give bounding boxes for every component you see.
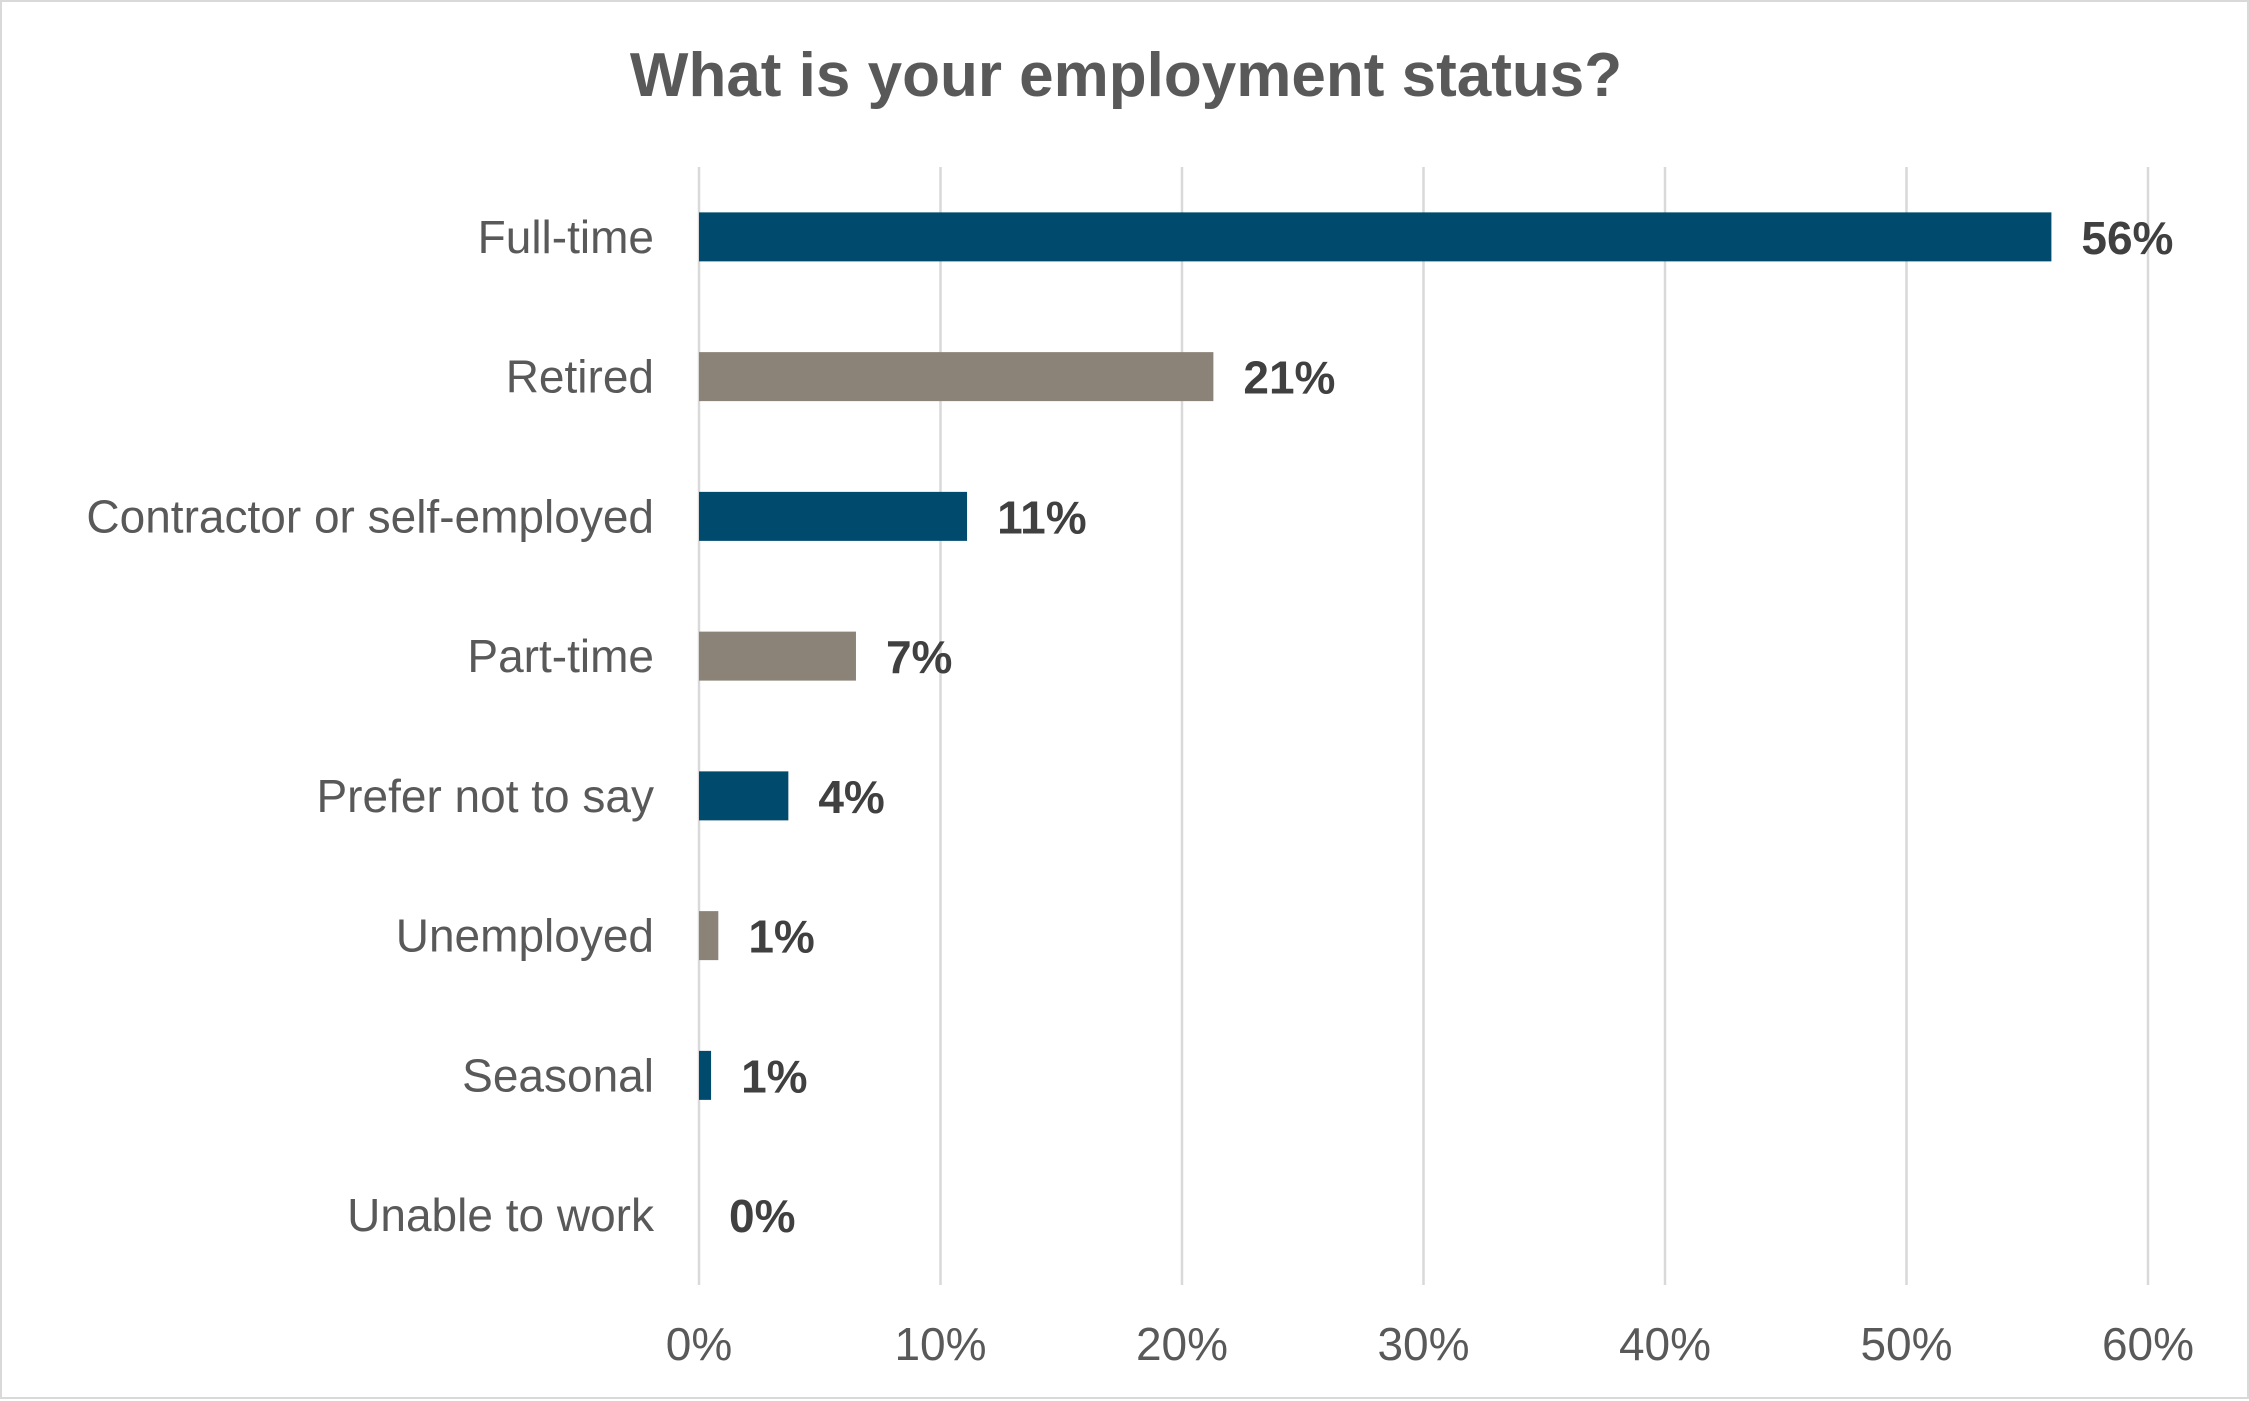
category-labels: Full-time Retired Contractor or self-emplo…: [86, 211, 655, 1241]
x-tick-label: 0%: [666, 1318, 732, 1370]
category-label: Prefer not to say: [317, 770, 655, 822]
chart-title: What is your employment status?: [630, 41, 1622, 110]
bar: [699, 771, 789, 821]
category-label: Contractor or self-employed: [86, 490, 654, 542]
bar: [699, 911, 719, 961]
category-label: Retired: [506, 351, 654, 403]
category-label: Seasonal: [462, 1049, 654, 1101]
category-label: Part-time: [467, 630, 654, 682]
data-label: 56%: [2081, 212, 2173, 264]
x-tick-labels: 0% 10% 20% 30% 40% 50% 60%: [666, 1318, 2194, 1370]
data-labels: 56% 21% 11% 7% 4% 1% 1% 0%: [729, 212, 2173, 1242]
data-label: 4%: [818, 771, 884, 823]
data-label: 0%: [729, 1190, 795, 1242]
x-tick-label: 50%: [1860, 1318, 1952, 1370]
bar: [699, 631, 856, 681]
category-label: Unemployed: [396, 910, 654, 962]
data-label: 11%: [997, 491, 1087, 543]
data-label: 7%: [886, 631, 952, 683]
x-tick-label: 40%: [1619, 1318, 1711, 1370]
gridlines: [697, 167, 2150, 1285]
x-tick-label: 30%: [1377, 1318, 1469, 1370]
bar: [699, 1050, 712, 1100]
data-label: 21%: [1243, 352, 1335, 404]
bar: [699, 352, 1214, 402]
category-label: Unable to work: [347, 1189, 655, 1241]
x-tick-label: 10%: [894, 1318, 986, 1370]
bars: [699, 212, 2052, 1100]
bar: [699, 212, 2052, 262]
data-label: 1%: [748, 911, 814, 963]
bar: [699, 491, 968, 541]
x-tick-label: 20%: [1136, 1318, 1228, 1370]
category-label: Full-time: [478, 211, 654, 263]
x-tick-label: 60%: [2102, 1318, 2194, 1370]
data-label: 1%: [741, 1050, 807, 1102]
